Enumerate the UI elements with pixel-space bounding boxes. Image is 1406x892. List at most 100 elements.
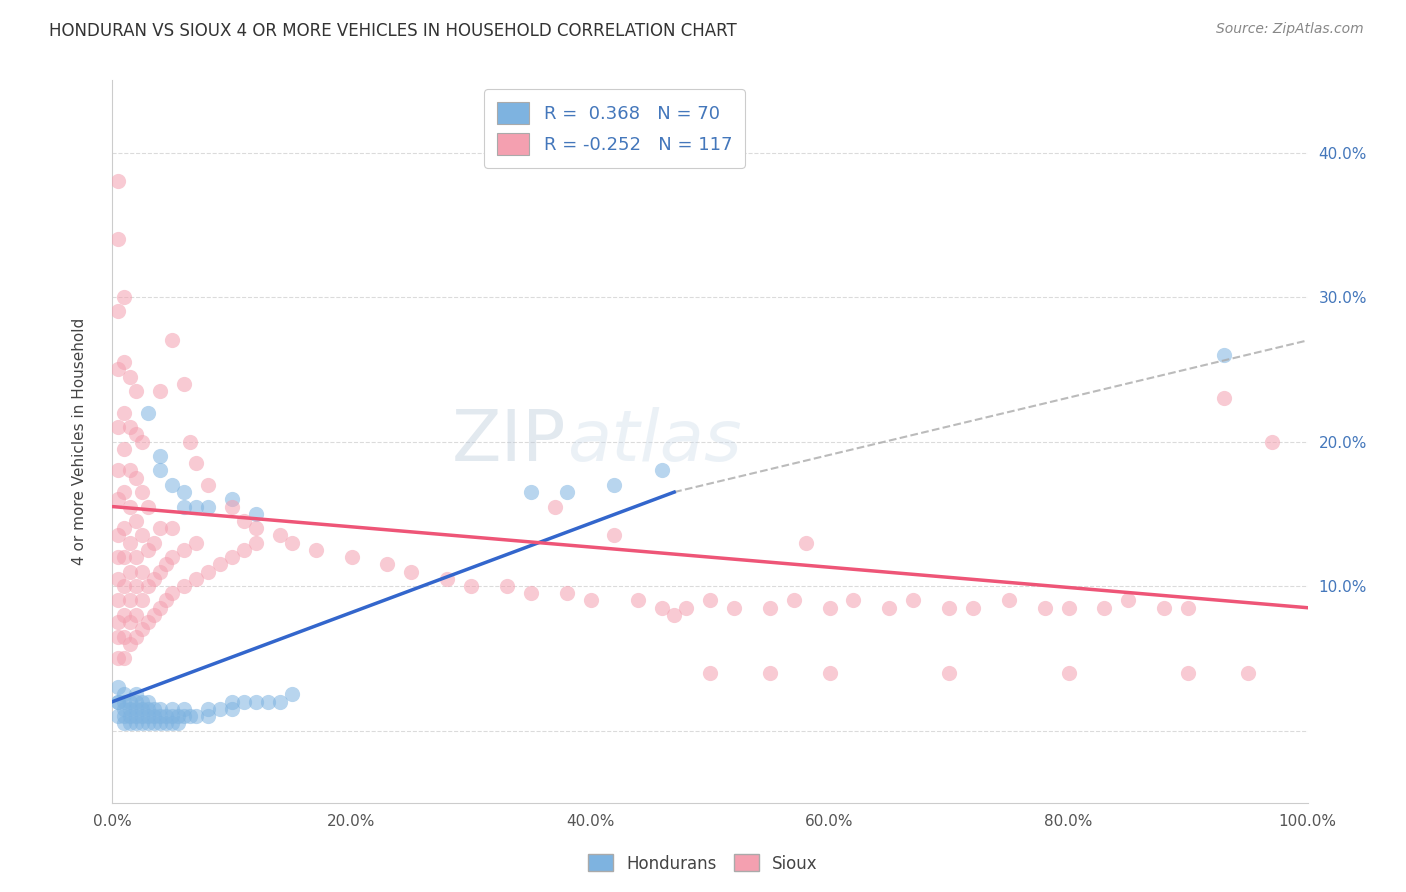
Point [138,579,160,593]
Point [114,651,135,665]
Text: ZIP: ZIP [453,407,567,476]
Point [131,695,153,709]
Point [401,565,423,579]
Point [155,558,177,572]
Point [138,406,160,420]
Point [173,542,195,557]
Point [131,565,153,579]
Point [107,615,129,630]
Point [107,232,129,246]
Point [173,376,195,391]
Point [155,716,177,731]
Point [1213,348,1236,362]
Point [627,593,650,607]
Point [107,630,129,644]
Point [107,420,129,434]
Point [173,709,195,723]
Point [233,514,256,528]
Point [114,607,135,622]
Point [496,579,519,593]
Point [107,492,129,507]
Point [186,456,208,470]
Point [1057,665,1080,680]
Point [125,607,148,622]
Point [149,384,172,398]
Point [173,485,195,500]
Legend: R =  0.368   N = 70, R = -0.252   N = 117: R = 0.368 N = 70, R = -0.252 N = 117 [484,89,745,168]
Point [120,695,142,709]
Point [903,593,925,607]
Point [143,709,166,723]
Point [699,593,721,607]
Point [245,695,267,709]
Point [281,535,304,549]
Point [1033,600,1056,615]
Point [520,485,543,500]
Point [138,542,160,557]
Point [460,579,482,593]
Point [131,716,153,731]
Point [1213,391,1236,405]
Point [759,600,782,615]
Point [114,579,135,593]
Text: HONDURAN VS SIOUX 4 OR MORE VEHICLES IN HOUSEHOLD CORRELATION CHART: HONDURAN VS SIOUX 4 OR MORE VEHICLES IN … [49,22,737,40]
Point [245,535,267,549]
Point [998,593,1021,607]
Point [221,550,243,565]
Point [107,528,129,542]
Point [107,695,129,709]
Point [131,709,153,723]
Point [167,709,190,723]
Point [149,565,172,579]
Point [155,709,177,723]
Point [675,600,697,615]
Point [107,572,129,586]
Point [221,492,243,507]
Point [651,463,673,477]
Point [155,593,177,607]
Legend: Hondurans, Sioux: Hondurans, Sioux [582,847,824,880]
Point [520,586,543,600]
Point [209,702,232,716]
Point [1057,600,1080,615]
Point [221,695,243,709]
Point [664,607,686,622]
Point [281,687,304,701]
Point [269,695,291,709]
Point [143,535,166,549]
Point [162,550,183,565]
Point [167,716,190,731]
Point [131,593,153,607]
Point [257,695,280,709]
Point [149,716,172,731]
Point [138,702,160,716]
Point [125,427,148,442]
Point [120,716,142,731]
Point [162,478,183,492]
Point [197,702,219,716]
Point [114,716,135,731]
Point [125,630,148,644]
Point [233,695,256,709]
Point [114,355,135,369]
Point [723,600,745,615]
Point [1237,665,1260,680]
Point [120,615,142,630]
Point [114,550,135,565]
Point [143,702,166,716]
Text: atlas: atlas [567,407,741,476]
Point [107,304,129,318]
Point [1177,600,1199,615]
Point [938,665,960,680]
Y-axis label: 4 or more Vehicles in Household: 4 or more Vehicles in Household [73,318,87,566]
Point [138,695,160,709]
Point [125,471,148,485]
Point [107,174,129,188]
Point [114,702,135,716]
Point [938,600,960,615]
Point [149,600,172,615]
Point [138,716,160,731]
Point [543,500,565,514]
Point [143,716,166,731]
Point [131,702,153,716]
